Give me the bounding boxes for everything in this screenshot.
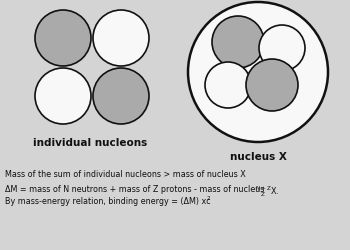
- Circle shape: [205, 62, 251, 108]
- Circle shape: [212, 16, 264, 68]
- Circle shape: [93, 10, 149, 66]
- Text: Mass of the sum of individual nucleons > mass of nucleus X: Mass of the sum of individual nucleons >…: [5, 170, 246, 179]
- Circle shape: [35, 68, 91, 124]
- Text: $\mathsf{{}^{N+Z}_{\ \ \ Z}}$X.: $\mathsf{{}^{N+Z}_{\ \ \ Z}}$X.: [255, 184, 279, 200]
- Circle shape: [35, 10, 91, 66]
- Text: nucleus X: nucleus X: [230, 152, 286, 162]
- Circle shape: [259, 25, 305, 71]
- Circle shape: [188, 2, 328, 142]
- Text: individual nucleons: individual nucleons: [33, 138, 147, 148]
- Text: ΔM = mass of N neutrons + mass of Z protons - mass of nucleus: ΔM = mass of N neutrons + mass of Z prot…: [5, 185, 267, 194]
- Text: By mass-energy relation, binding energy = (ΔM) xc: By mass-energy relation, binding energy …: [5, 197, 211, 206]
- Text: $\mathsf{{}^{2}}$: $\mathsf{{}^{2}}$: [206, 196, 211, 204]
- Circle shape: [93, 68, 149, 124]
- Circle shape: [246, 59, 298, 111]
